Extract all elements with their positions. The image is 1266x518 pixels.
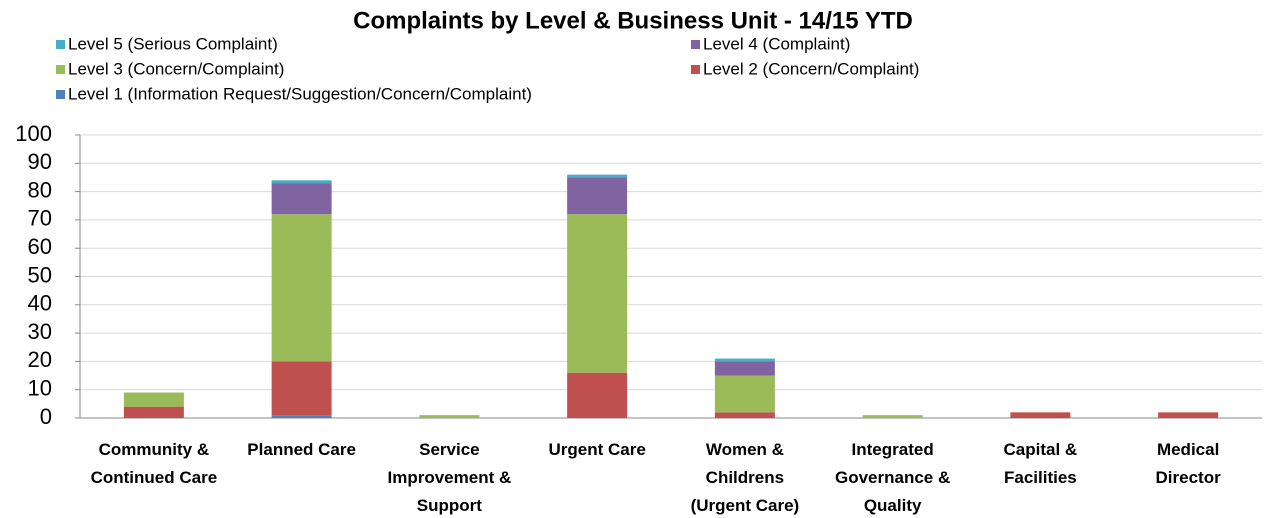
bar-segment [862,415,923,418]
x-tick-label: Capital & Facilities [1003,440,1078,487]
bar-segment [123,406,184,418]
legend-swatch [691,40,700,49]
y-tick-label: 60 [28,234,52,259]
x-tick-label: Integrated Governance & Quality [834,440,951,515]
y-tick-label: 70 [28,206,52,231]
legend-label: Level 1 (Information Request/Suggestion/… [68,84,532,103]
y-tick-label: 0 [40,404,52,429]
y-tick-label: 20 [28,347,52,372]
bar-segment [567,372,628,418]
y-tick-label: 80 [28,177,52,202]
bar-segment [123,392,184,407]
bar-segment [1010,412,1071,418]
bar-segment [714,361,775,376]
y-tick-label: 10 [28,376,52,401]
x-tick-label: Medical Director [1155,440,1221,487]
y-tick-label: 30 [28,319,52,344]
x-tick-label: Planned Care [247,440,356,459]
bar-segment [419,415,480,418]
legend-swatch [56,90,65,99]
x-tick-label: Women & Childrens (Urgent Care) [690,440,800,515]
legend-label: Level 5 (Serious Complaint) [68,34,278,53]
bar-segment [271,214,332,362]
y-tick-label: 40 [28,291,52,316]
bar-segment [714,375,775,413]
y-tick-label: 90 [28,149,52,174]
bar-segment [271,183,332,215]
bar-segment [271,361,332,416]
bar-segment [271,415,332,418]
bar-segment [567,177,628,215]
legend-label: Level 4 (Complaint) [703,34,850,53]
bar-segment [714,358,775,362]
legend-label: Level 3 (Concern/Complaint) [68,59,284,78]
legend-swatch [56,40,65,49]
legend-label: Level 2 (Concern/Complaint) [703,59,919,78]
bar-segment [271,180,332,184]
x-tick-label: Community & Continued Care [90,440,218,487]
bar-segment [567,214,628,373]
x-tick-label: Urgent Care [548,440,646,459]
bar-segment [1158,412,1219,418]
y-tick-label: 50 [28,262,52,287]
bar-segment [714,412,775,418]
legend-swatch [691,65,700,74]
y-tick-label: 100 [15,121,52,146]
chart-title: Complaints by Level & Business Unit - 14… [353,7,913,34]
legend-swatch [56,65,65,74]
x-tick-label: Service Improvement & Support [387,440,512,515]
bar-segment [567,174,628,178]
